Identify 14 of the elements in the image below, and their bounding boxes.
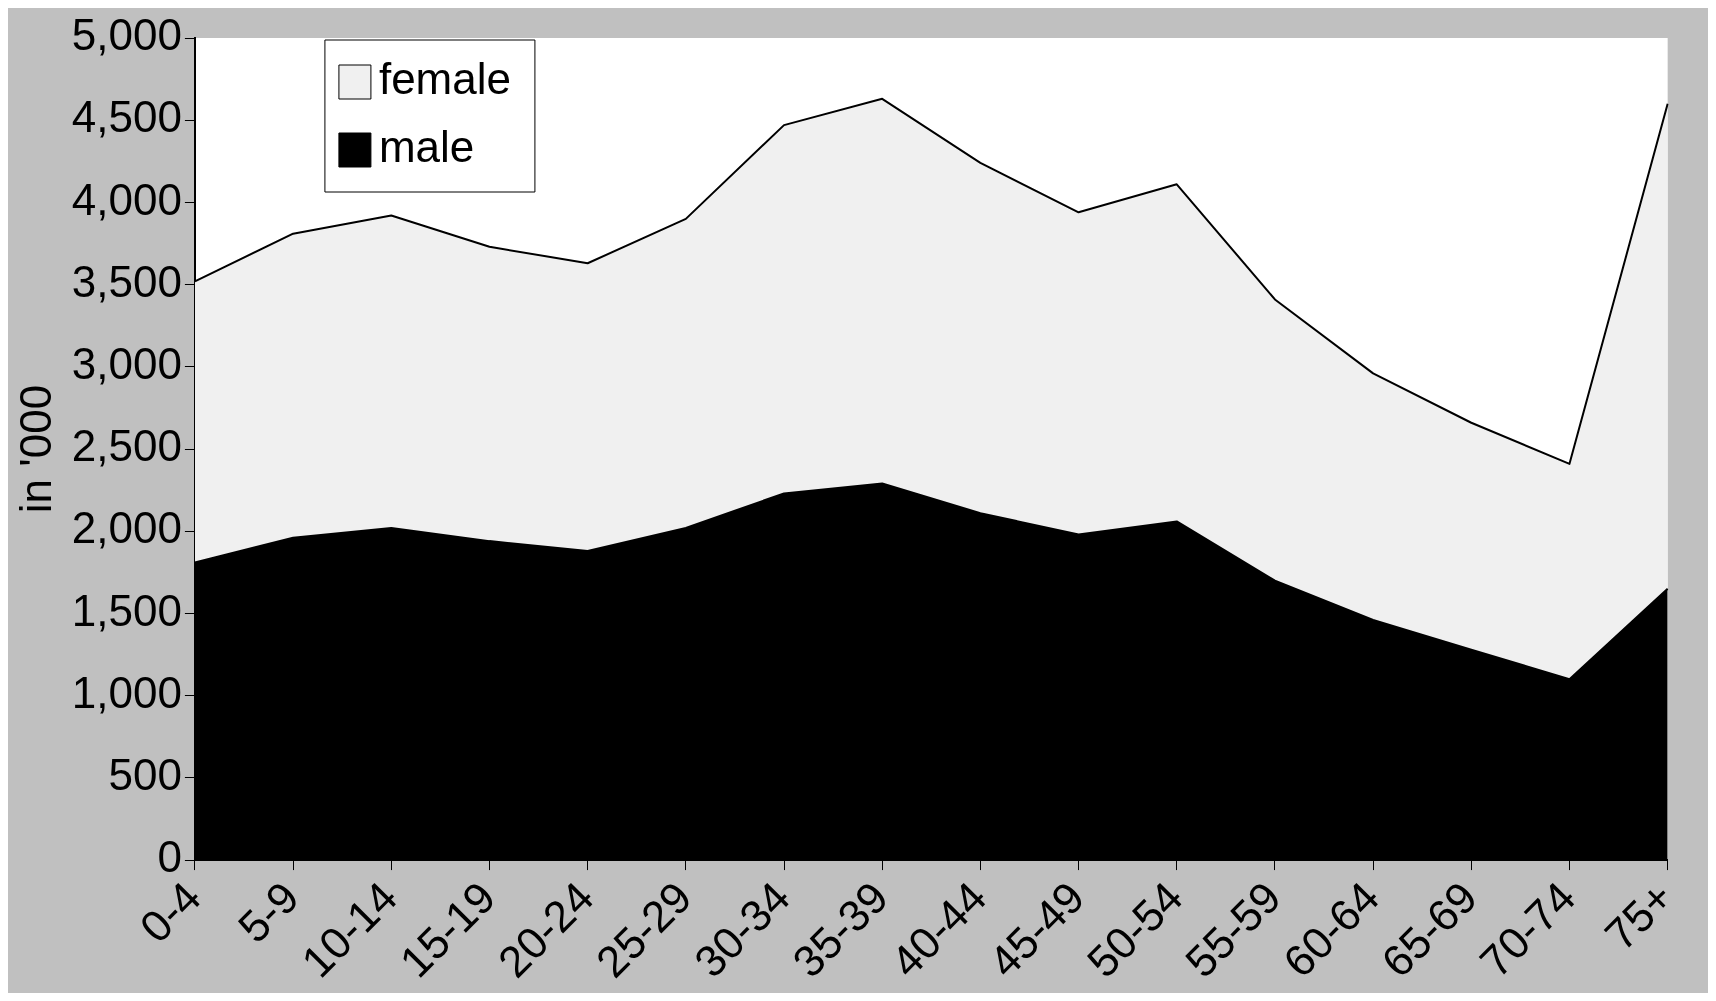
legend-label: male	[378, 122, 475, 172]
y-tick-label: 4,000	[71, 174, 182, 224]
y-tick-label: 1,500	[71, 585, 182, 635]
y-tick-label: 3,500	[71, 256, 182, 306]
x-tick-label: 75+	[1595, 872, 1683, 960]
y-tick-label: 1,000	[71, 667, 182, 717]
y-tick-label: 2,000	[71, 503, 182, 553]
y-tick-label: 4,500	[71, 92, 182, 142]
y-tick-label: 3,000	[71, 338, 182, 388]
legend-label: female	[378, 54, 511, 104]
y-tick-label: 500	[108, 750, 182, 800]
y-axis-title: in '000	[10, 384, 60, 514]
y-tick-label: 2,500	[71, 421, 182, 471]
y-tick-label: 5,000	[71, 10, 182, 60]
